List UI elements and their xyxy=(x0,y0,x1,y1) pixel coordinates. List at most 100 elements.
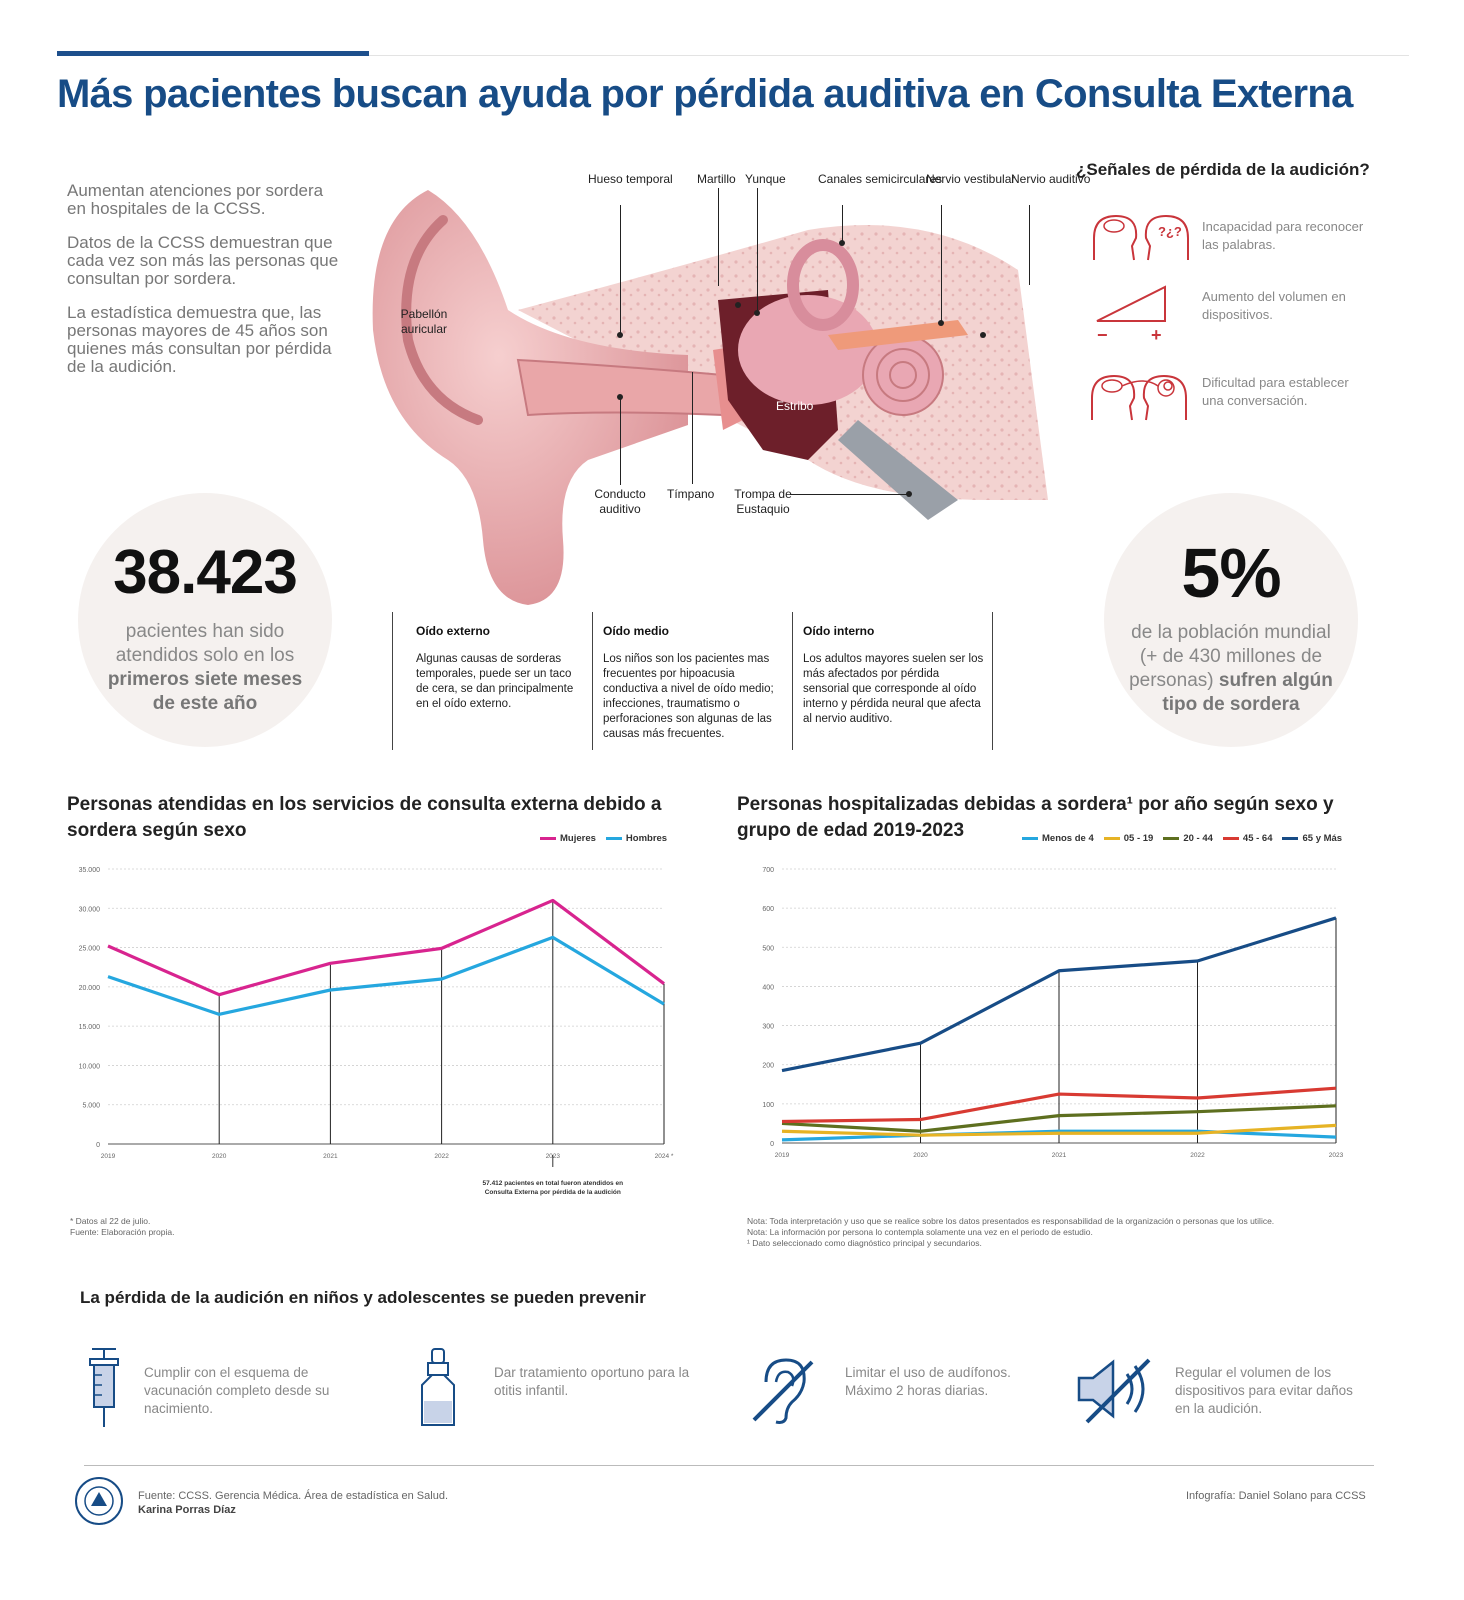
footer-credit: Infografía: Daniel Solano para CCSS xyxy=(1186,1490,1366,1502)
stat-circle-patients: 38.423 pacientes han sido atendidos solo… xyxy=(78,493,332,747)
legend-item: Hombres xyxy=(625,833,668,844)
leader-dot xyxy=(735,302,741,308)
y-tick-label: 15.000 xyxy=(79,1024,101,1031)
signals-title: ¿Señales de pérdida de la audición? xyxy=(1076,160,1370,179)
prevention-text: Limitar el uso de audífonos. Máximo 2 ho… xyxy=(845,1365,1011,1398)
chart2-legend: Menos de 4 05 - 19 20 - 44 45 - 64 65 y … xyxy=(1012,833,1342,844)
y-tick-label: 10.000 xyxy=(79,1063,101,1070)
x-tick-label: 2019 xyxy=(775,1152,790,1159)
chart1-title: Personas atendidas en los servicios de c… xyxy=(67,794,662,841)
note-line: Fuente: Elaboración propia. xyxy=(70,1227,175,1237)
label-timpano: Tímpano xyxy=(667,487,715,501)
stat-text: de la población mundial (+ de 430 millon… xyxy=(1129,622,1333,715)
label-estribo: Estribo xyxy=(776,399,814,413)
stat-number: 5% xyxy=(1181,534,1281,612)
section-divider xyxy=(592,612,593,750)
svg-text:+: + xyxy=(1151,325,1162,343)
section-divider xyxy=(992,612,993,750)
chart1-notes: * Datos al 22 de julio. Fuente: Elaborac… xyxy=(70,1216,174,1238)
x-tick-label: 2022 xyxy=(434,1153,449,1160)
chart2-notes: Nota: Toda interpretación y uso que se r… xyxy=(747,1216,1367,1249)
heads-question-icon: ?¿? xyxy=(1093,214,1189,261)
top-accent-bar xyxy=(57,51,369,56)
y-tick-label: 400 xyxy=(762,984,774,991)
y-tick-label: 600 xyxy=(762,906,774,913)
leader-line xyxy=(1029,205,1030,285)
leader-line xyxy=(692,372,693,484)
annotation-text: Consulta Externa por pérdida de la audic… xyxy=(485,1189,621,1196)
y-tick-label: 300 xyxy=(762,1024,774,1031)
y-tick-label: 700 xyxy=(762,867,774,874)
y-tick-label: 500 xyxy=(762,945,774,952)
section-outer-ear: Oído externo Algunas causas de sorderas … xyxy=(416,624,586,712)
x-tick-label: 2020 xyxy=(913,1152,928,1159)
eustachian-tube-shape xyxy=(838,420,958,520)
section-title: Oído medio xyxy=(603,624,669,638)
heads-tangled-icon xyxy=(1091,374,1187,421)
y-tick-label: 25.000 xyxy=(79,946,101,953)
section-title: Oído interno xyxy=(803,624,875,638)
cochlea-shape xyxy=(862,334,944,416)
author-text: Karina Porras Díaz xyxy=(138,1504,236,1516)
leader-dot xyxy=(839,240,845,246)
leader-line xyxy=(757,188,758,313)
stat-text: pacientes han sido atendidos solo en los… xyxy=(107,621,303,714)
signal-text: Dificultad para establecer una conversac… xyxy=(1202,375,1349,408)
chart1-line-chart: 0 5.000 10.000 15.000 20.000 25.000 30.000 35.0… xyxy=(79,867,674,1196)
chart2-line-chart: 0 100 200 300 400 500 600 700 2019 2020 2021 2022 20… xyxy=(762,867,1344,1159)
x-tick-label: 2020 xyxy=(212,1153,227,1160)
section-body: Los adultos mayores suelen ser los más a… xyxy=(803,653,984,725)
stat-circle-world: 5% de la población mundial (+ de 430 mil… xyxy=(1104,493,1358,747)
stat-number: 38.423 xyxy=(113,538,298,607)
note-line: ¹ Dato seleccionado como diagnóstico pri… xyxy=(747,1238,982,1248)
series-line xyxy=(781,1123,1337,1137)
label-yunque: Yunque xyxy=(745,172,786,186)
semicircular-canals-shape xyxy=(787,239,859,331)
volume-triangle-icon: − + xyxy=(1096,285,1166,343)
leader-line xyxy=(790,494,908,495)
leader-dot xyxy=(617,332,623,338)
syringe-icon xyxy=(89,1348,119,1427)
chart2-title: Personas hospitalizadas debidas a sorder… xyxy=(737,794,1334,841)
series-line xyxy=(781,1104,1337,1133)
leader-dot xyxy=(906,491,912,497)
intro-paragraph: Aumentan atenciones por sordera en hospi… xyxy=(67,181,324,218)
prevention-text: Cumplir con el esquema de vacunación com… xyxy=(144,1365,330,1416)
leader-line xyxy=(842,205,843,241)
ccss-logo-icon xyxy=(75,1477,123,1525)
leader-dot xyxy=(938,320,944,326)
x-tick-label: 2021 xyxy=(1052,1152,1067,1159)
chart1-legend: Mujeres Hombres xyxy=(530,833,667,844)
x-tick-label: 2023 xyxy=(1329,1152,1344,1159)
label-canales: Canales semicirculares xyxy=(818,172,943,186)
legend-item: 05 - 19 xyxy=(1123,833,1154,844)
prevention-title: La pérdida de la audición en niños y ado… xyxy=(80,1288,646,1307)
x-tick-label: 2021 xyxy=(323,1153,338,1160)
section-divider xyxy=(392,612,393,750)
series-line xyxy=(781,1086,1337,1124)
note-line: Nota: Toda interpretación y uso que se r… xyxy=(747,1216,1275,1226)
intro-paragraph: Datos de la CCSS demuestran que cada vez… xyxy=(67,233,339,288)
x-tick-label: 2024 * xyxy=(655,1153,674,1160)
nerve-shape xyxy=(828,320,968,350)
signal-text: Incapacidad para reconocer las palabras. xyxy=(1202,219,1364,252)
note-line: Nota: La información por persona lo cont… xyxy=(747,1227,1093,1237)
leader-line xyxy=(620,397,621,485)
y-tick-label: 5.000 xyxy=(82,1103,100,1110)
section-body: Los niños son los pacientes mas frecuent… xyxy=(603,653,774,740)
series-line xyxy=(107,935,665,1016)
y-tick-label: 200 xyxy=(762,1063,774,1070)
prevention-text: Dar tratamiento oportuno para la otitis … xyxy=(494,1365,690,1398)
leader-dot xyxy=(980,332,986,338)
series-line xyxy=(107,898,665,997)
series-line xyxy=(781,1129,1337,1142)
footer-source: Fuente: CCSS. Gerencia Médica. Área de e… xyxy=(138,1489,448,1517)
section-title: Oído externo xyxy=(416,624,491,638)
source-text: Fuente: CCSS. Gerencia Médica. Área de e… xyxy=(138,1490,448,1502)
y-tick-label: 0 xyxy=(770,1141,774,1148)
legend-item: 20 - 44 xyxy=(1183,833,1213,844)
intro-text: Aumentan atenciones por sordera en hospi… xyxy=(67,182,342,392)
y-tick-label: 0 xyxy=(96,1142,100,1149)
label-nervio-auditivo: Nervio auditivo xyxy=(1011,172,1091,186)
section-divider xyxy=(792,612,793,750)
